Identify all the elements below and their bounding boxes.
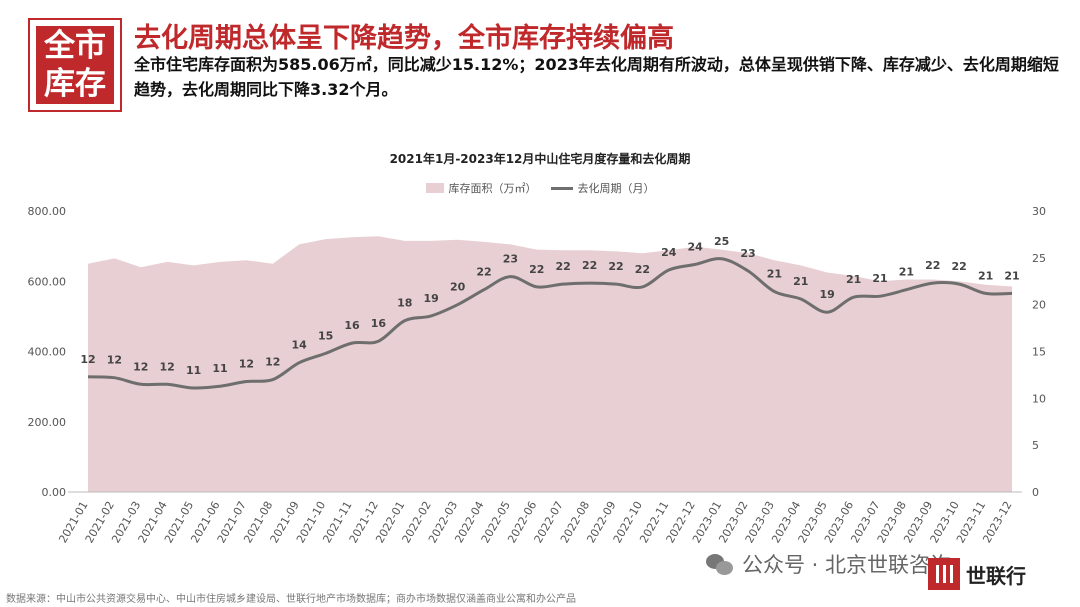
cycle-data-label: 21	[978, 269, 993, 282]
cycle-data-label: 24	[661, 246, 677, 259]
cycle-data-label: 24	[688, 240, 704, 253]
section-badge: 全市 库存	[28, 18, 122, 112]
cycle-data-label: 16	[371, 317, 387, 330]
legend-item-cycle: 去化周期（月）	[550, 180, 655, 196]
cycle-data-label: 23	[740, 247, 755, 260]
page-title: 去化周期总体呈下降趋势，全市库存持续偏高	[134, 23, 674, 54]
cycle-data-label: 22	[952, 260, 967, 273]
cycle-data-label: 25	[714, 235, 729, 248]
y-right-tick-label: 15	[1032, 346, 1046, 359]
cycle-data-label: 18	[397, 297, 412, 310]
cycle-data-label: 12	[80, 353, 95, 366]
y-left-tick-label: 800.00	[28, 205, 67, 218]
cycle-data-label: 21	[872, 272, 887, 285]
wechat-account: 公众号 · 北京世联咨询	[706, 549, 951, 579]
cycle-data-label: 11	[212, 362, 227, 375]
cycle-data-label: 22	[608, 260, 623, 273]
cycle-data-label: 21	[846, 273, 861, 286]
cycle-data-label: 22	[925, 259, 940, 272]
legend-label-inventory: 库存面积（万㎡）	[448, 182, 537, 195]
legend-swatch-area	[425, 183, 444, 193]
badge-line-2: 库存	[44, 66, 106, 102]
brand-name: 世联行	[966, 563, 1026, 588]
y-left-tick-label: 600.00	[28, 275, 67, 288]
data-source-note: 数据来源：中山市公共资源交易中心、中山市住房城乡建设局、世联行地产市场数据库；商…	[6, 594, 576, 605]
cycle-data-label: 22	[582, 259, 597, 272]
y-left-tick-label: 400.00	[28, 346, 67, 359]
cycle-data-label: 22	[635, 263, 650, 276]
cycle-data-label: 21	[899, 266, 914, 279]
cycle-data-label: 21	[767, 268, 782, 281]
cycle-data-label: 12	[160, 360, 175, 373]
cycle-data-label: 12	[133, 360, 148, 373]
y-right-tick-label: 0	[1032, 486, 1039, 499]
y-right-tick-label: 20	[1032, 299, 1046, 312]
cycle-data-label: 22	[476, 266, 491, 279]
chart-plot: 0.00 200.00 400.00 600.00 800.00 0 5 10 15 20 25 30…	[28, 205, 1047, 545]
cycle-line	[87, 257, 1013, 390]
cycle-data-label: 11	[186, 364, 201, 377]
y-right-tick-label: 5	[1032, 439, 1039, 452]
cycle-data-label: 12	[265, 356, 280, 369]
page-subtitle: 全市住宅库存面积为585.06万㎡，同比减少15.12%；2023年去化周期有所…	[134, 55, 1059, 99]
y-left-tick-label: 0.00	[42, 486, 67, 499]
cycle-data-label: 19	[424, 292, 439, 305]
brand-logo-icon	[928, 558, 960, 590]
y-right-tick-label: 25	[1032, 252, 1046, 265]
cycle-data-label: 15	[318, 329, 333, 342]
section-badge-inner: 全市 库存	[36, 26, 114, 104]
cycle-data-label: 12	[239, 357, 254, 370]
badge-line-1: 全市	[44, 28, 106, 64]
inventory-area	[88, 236, 1012, 492]
cycle-data-label: 14	[292, 339, 308, 352]
y-right-tick-label: 10	[1032, 392, 1046, 405]
cycle-data-label: 16	[344, 319, 360, 332]
brand-logo-block: 世联行	[928, 558, 1026, 590]
wechat-icon	[706, 552, 734, 576]
cycle-data-label: 22	[556, 260, 571, 273]
y-left-tick-label: 200.00	[28, 416, 67, 429]
wechat-account-name: 公众号 · 北京世联咨询	[742, 553, 952, 577]
legend-swatch-line	[550, 186, 573, 190]
legend-item-inventory: 库存面积（万㎡）	[425, 180, 537, 196]
chart-title: 2021年1月-2023年12月中山住宅月度存量和去化周期	[389, 152, 691, 166]
cycle-data-label: 22	[529, 263, 544, 276]
cycle-data-label: 21	[1004, 269, 1019, 282]
cycle-data-label: 19	[820, 288, 835, 301]
y-right-tick-label: 30	[1032, 205, 1046, 218]
legend-label-cycle: 去化周期（月）	[577, 182, 655, 195]
cycle-data-label: 21	[793, 275, 808, 288]
chart-legend: 库存面积（万㎡） 去化周期（月）	[0, 180, 1080, 196]
cycle-data-label: 12	[107, 354, 122, 367]
cycle-data-label: 23	[503, 253, 518, 266]
cycle-data-label: 20	[450, 281, 466, 294]
